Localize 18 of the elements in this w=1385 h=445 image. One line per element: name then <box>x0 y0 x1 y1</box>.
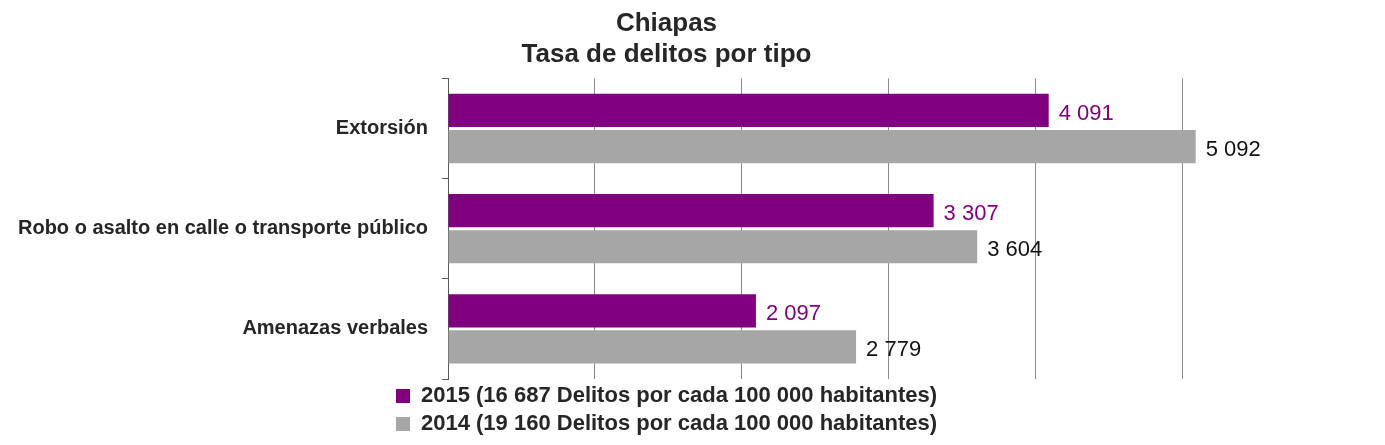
data-label: 3 307 <box>943 199 999 225</box>
data-label: 2 097 <box>765 299 822 325</box>
bar <box>448 93 1049 128</box>
bar <box>448 129 1196 164</box>
bar <box>448 330 857 364</box>
legend-label: 2015 (16 687 Delitos por cada 100 000 habitantes) <box>420 382 938 408</box>
bar <box>448 194 934 228</box>
y-tick-label: Robo o asalto en calle o transporte público <box>18 216 429 239</box>
legend-label: 2014 (19 160 Delitos por cada 100 000 habitantes) <box>420 410 938 436</box>
bar <box>448 294 756 328</box>
data-label: 3 604 <box>987 235 1043 261</box>
bar <box>448 230 978 264</box>
data-label: 4 091 <box>1058 99 1114 125</box>
chart-title: Chiapas Tasa de delitos por tipo <box>521 6 812 68</box>
data-label: 5 092 <box>1205 135 1261 161</box>
y-tick-label: Extorsión <box>335 116 429 139</box>
data-label: 2 779 <box>866 336 922 361</box>
y-tick-label: Amenazas verbales <box>242 316 429 339</box>
